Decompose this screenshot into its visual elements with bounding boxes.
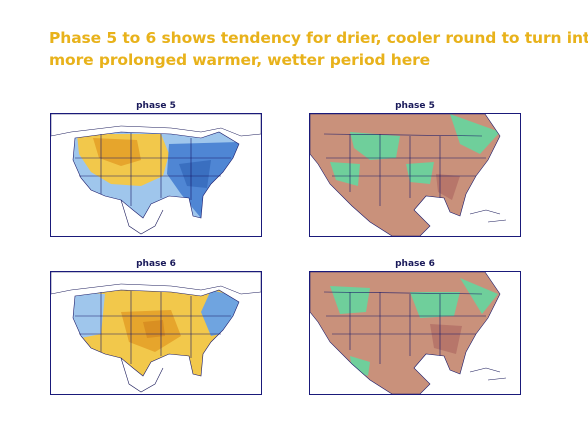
panel-title: phase 6 xyxy=(136,259,176,269)
map-frame xyxy=(309,271,521,395)
map-frame xyxy=(50,113,262,237)
temperature-map-svg xyxy=(51,114,261,235)
map-frame xyxy=(309,113,521,237)
headline-line-2: more prolonged warmer, wetter period her… xyxy=(49,51,431,69)
map-frame xyxy=(50,271,262,395)
headline-line-1: Phase 5 to 6 shows tendency for drier, c… xyxy=(49,29,588,47)
panel-title: phase 5 xyxy=(395,101,435,111)
panel-title: phase 6 xyxy=(395,259,435,269)
precipitation-map-svg xyxy=(310,114,507,236)
panel-title: phase 5 xyxy=(136,101,176,111)
headline: Phase 5 to 6 shows tendency for drier, c… xyxy=(49,27,588,71)
precipitation-map-svg xyxy=(310,272,507,394)
temperature-map-svg xyxy=(51,272,261,393)
